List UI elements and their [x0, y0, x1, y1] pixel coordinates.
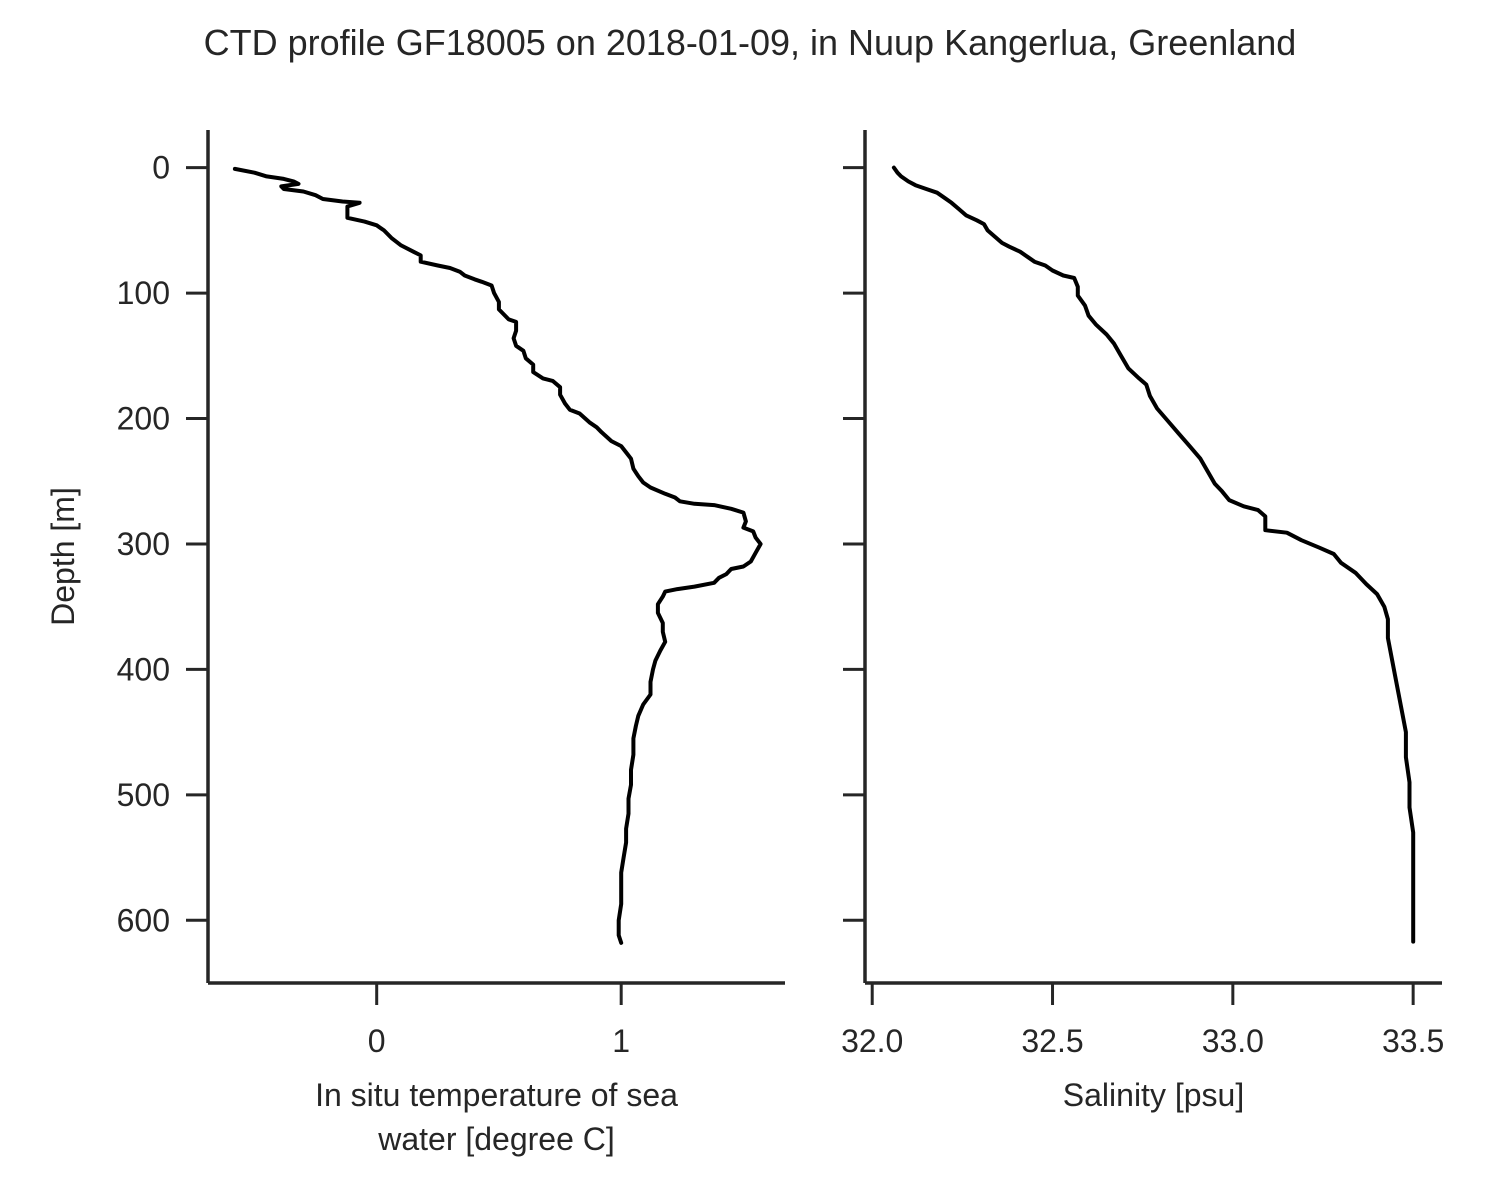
temperature-y-tick-label: 500 — [117, 777, 170, 813]
temperature-panel: 0 100 200 300 400 500 600 0 1 In situ temperature… — [45, 130, 785, 1157]
temperature-x-tick-label: 1 — [612, 1023, 630, 1059]
salinity-x-tick-label: 32.5 — [1021, 1023, 1083, 1059]
salinity-panel: 32.0 32.5 33.0 33.5 Salinity [psu] — [841, 130, 1444, 1113]
temperature-x-axis-label: water [degree C] — [377, 1121, 615, 1157]
temperature-y-tick-label: 300 — [117, 526, 170, 562]
temperature-y-tick-label: 200 — [117, 401, 170, 437]
salinity-x-tick-label: 33.0 — [1202, 1023, 1264, 1059]
salinity-x-axis-label: Salinity [psu] — [1063, 1077, 1244, 1113]
temperature-y-tick-label: 600 — [117, 902, 170, 938]
salinity-x-tick-label: 33.5 — [1382, 1023, 1444, 1059]
temperature-y-tick-label: 100 — [117, 275, 170, 311]
temperature-y-tick-label: 400 — [117, 651, 170, 687]
temperature-x-axis-label: In situ temperature of sea — [315, 1077, 678, 1113]
figure-title: CTD profile GF18005 on 2018-01-09, in Nu… — [204, 22, 1297, 63]
temperature-y-tick-label: 0 — [152, 150, 170, 186]
temperature-profile-line — [232, 166, 763, 945]
temperature-y-axis-label: Depth [m] — [45, 487, 81, 626]
salinity-x-tick-label: 32.0 — [841, 1023, 903, 1059]
temperature-x-tick-label: 0 — [368, 1023, 386, 1059]
salinity-profile-line — [891, 165, 1416, 944]
